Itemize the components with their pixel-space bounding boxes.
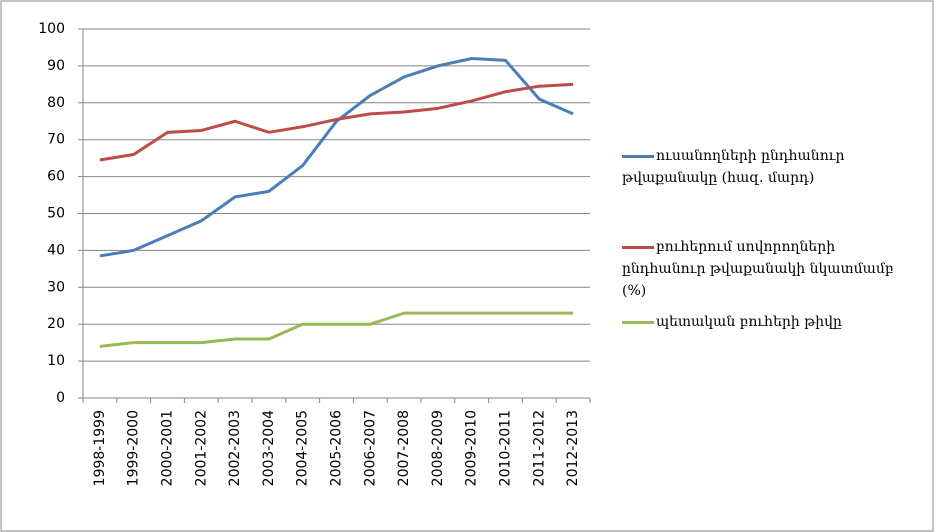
series-line [99, 311, 574, 348]
legend-label: պետական բուհերի թիվը [656, 314, 842, 330]
y-tick-label: 20 [47, 316, 65, 332]
legend-label: ուսանողների ընդհանուր թվաքանակը (հազ. մա… [622, 148, 845, 186]
legend-key [622, 155, 654, 158]
y-tick-label: 90 [47, 58, 65, 74]
y-tick-label: 60 [47, 169, 65, 185]
x-tick-label: 2008-2009 [430, 410, 446, 486]
x-tick-label: 2005-2006 [329, 410, 345, 486]
legend-key [622, 246, 654, 249]
x-tick-label: 2004-2005 [295, 410, 311, 486]
y-tick-label: 80 [47, 95, 65, 111]
y-tick-label: 30 [47, 279, 65, 295]
x-tick-label: 2000-2001 [160, 410, 176, 486]
legend-label: բուհերում սովորողների ընդհանուր թվաքանակ… [622, 239, 894, 299]
y-tick-label: 40 [47, 242, 65, 258]
x-tick-label: 2006-2007 [362, 410, 378, 486]
legend-entry: ուսանողների ընդհանուր թվաքանակը (հազ. մա… [622, 145, 922, 189]
x-tick-label: 2001-2002 [193, 410, 209, 486]
legend-key [622, 321, 654, 324]
x-tick-label: 2012-2013 [565, 410, 581, 486]
x-tick-label: 1999-2000 [126, 410, 142, 486]
series-line [99, 57, 574, 258]
x-tick-label: 2011-2012 [531, 410, 547, 486]
legend-entry: բուհերում սովորողների ընդհանուր թվաքանակ… [622, 236, 922, 302]
x-tick-label: 2003-2004 [261, 410, 277, 486]
y-tick-label: 10 [47, 353, 65, 369]
x-tick-label: 2010-2011 [498, 410, 514, 486]
x-tick-label: 2009-2010 [464, 410, 480, 486]
y-tick-label: 100 [38, 21, 65, 37]
y-tick-label: 0 [56, 390, 65, 406]
y-tick-label: 50 [47, 206, 65, 222]
series-line [99, 82, 574, 162]
y-tick-label: 70 [47, 132, 65, 148]
legend-entry: պետական բուհերի թիվը [622, 311, 922, 333]
x-tick-label: 2002-2003 [227, 410, 243, 486]
x-tick-label: 2007-2008 [396, 410, 412, 486]
x-tick-label: 1998-1999 [92, 410, 108, 486]
